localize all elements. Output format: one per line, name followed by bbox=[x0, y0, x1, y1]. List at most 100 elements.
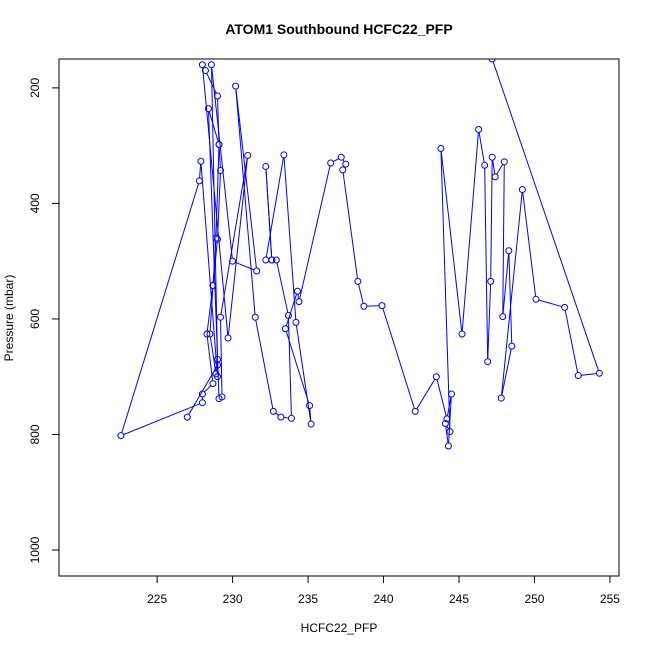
data-point bbox=[488, 153, 496, 161]
data-point bbox=[209, 281, 217, 289]
series-line-segment bbox=[255, 320, 274, 409]
series-line-segment bbox=[285, 331, 310, 403]
series-line-segment bbox=[522, 192, 537, 297]
data-point bbox=[183, 413, 191, 421]
series-line-segment bbox=[492, 160, 496, 174]
series-line-segment bbox=[309, 408, 312, 422]
series-line-segment bbox=[200, 164, 218, 374]
data-point bbox=[484, 358, 492, 366]
series-line-segment bbox=[299, 165, 331, 299]
data-point bbox=[500, 158, 508, 166]
x-axis: 225 230 235 240 245 250 255 bbox=[147, 576, 620, 606]
y-tick-label: 800 bbox=[28, 424, 42, 444]
y-axis-label: Pressure (mbar) bbox=[2, 275, 16, 362]
data-point bbox=[411, 407, 419, 415]
chart-title: ATOM1 Southbound HCFC22_PFP bbox=[225, 21, 452, 37]
series-line-segment bbox=[215, 147, 220, 236]
data-point bbox=[253, 267, 261, 275]
data-point bbox=[475, 125, 483, 133]
data-point bbox=[215, 395, 223, 403]
data-point bbox=[232, 82, 240, 90]
data-point bbox=[446, 428, 454, 436]
series-line-segment bbox=[218, 147, 221, 168]
data-point bbox=[595, 369, 603, 377]
data-point bbox=[213, 92, 221, 100]
series-line-segment bbox=[440, 151, 463, 332]
plot-frame bbox=[58, 58, 620, 577]
series-line-segment bbox=[217, 173, 221, 237]
data-point bbox=[117, 432, 125, 440]
data-point bbox=[272, 256, 280, 264]
series-line-segment bbox=[283, 157, 297, 320]
series-line-segment bbox=[333, 158, 339, 162]
series-line-segment bbox=[121, 183, 199, 433]
data-point bbox=[213, 355, 221, 363]
data-point bbox=[307, 420, 315, 428]
series-line-segment bbox=[275, 412, 279, 416]
data-point bbox=[197, 157, 205, 165]
data-point bbox=[293, 287, 301, 295]
y-tick-label: 1000 bbox=[28, 536, 42, 563]
y-tick-label: 400 bbox=[28, 193, 42, 213]
data-point bbox=[378, 302, 386, 310]
series-line-segment bbox=[235, 89, 257, 269]
series-line-segment bbox=[501, 348, 512, 396]
data-point bbox=[497, 394, 505, 402]
x-tick-label: 255 bbox=[600, 592, 620, 606]
data-point bbox=[198, 390, 206, 398]
data-point bbox=[195, 177, 203, 185]
data-point bbox=[443, 415, 451, 423]
series-line-segment bbox=[283, 416, 289, 419]
data-point bbox=[499, 313, 507, 321]
series-line-segment bbox=[342, 172, 358, 279]
data-point bbox=[204, 105, 212, 113]
data-point bbox=[207, 61, 215, 69]
data-point bbox=[327, 159, 335, 167]
series-line-segment bbox=[208, 111, 219, 142]
plot-lines bbox=[121, 61, 599, 444]
data-point bbox=[292, 318, 300, 326]
data-point bbox=[287, 414, 295, 422]
data-point bbox=[354, 277, 362, 285]
series-line-segment bbox=[484, 168, 489, 359]
data-point bbox=[532, 295, 540, 303]
series-line-segment bbox=[382, 308, 415, 409]
data-point bbox=[277, 413, 285, 421]
x-tick-label: 235 bbox=[298, 592, 318, 606]
data-point bbox=[306, 402, 314, 410]
x-axis-label: HCFC22_PFP bbox=[301, 621, 378, 635]
y-tick-label: 600 bbox=[28, 309, 42, 329]
data-point bbox=[295, 298, 303, 306]
data-point bbox=[339, 166, 347, 174]
data-point bbox=[360, 302, 368, 310]
data-point bbox=[458, 330, 466, 338]
y-axis: 200 400 600 800 1000 bbox=[28, 78, 59, 563]
series-line-segment bbox=[211, 67, 218, 357]
plot-points bbox=[117, 59, 603, 450]
data-point bbox=[508, 342, 516, 350]
data-point bbox=[217, 313, 225, 321]
data-point bbox=[213, 373, 221, 381]
data-point bbox=[432, 373, 440, 381]
data-point bbox=[217, 166, 225, 174]
data-point bbox=[212, 234, 220, 242]
data-point bbox=[437, 145, 445, 153]
series-line-segment bbox=[295, 325, 312, 422]
data-point bbox=[262, 256, 270, 264]
y-tick-label: 200 bbox=[28, 78, 42, 98]
series-line-segment bbox=[502, 253, 510, 314]
series-line-segment bbox=[436, 379, 447, 417]
data-point bbox=[229, 257, 237, 265]
data-point bbox=[505, 247, 513, 255]
data-point bbox=[444, 442, 452, 450]
series-line-segment bbox=[446, 425, 449, 430]
data-point bbox=[213, 235, 221, 243]
series-line-segment bbox=[276, 262, 289, 313]
series-line-segment bbox=[297, 294, 300, 299]
x-tick-label: 250 bbox=[524, 592, 544, 606]
series-line-segment bbox=[478, 132, 485, 163]
data-point bbox=[441, 419, 449, 427]
x-tick-label: 225 bbox=[147, 592, 167, 606]
series-line-segment bbox=[204, 385, 212, 393]
